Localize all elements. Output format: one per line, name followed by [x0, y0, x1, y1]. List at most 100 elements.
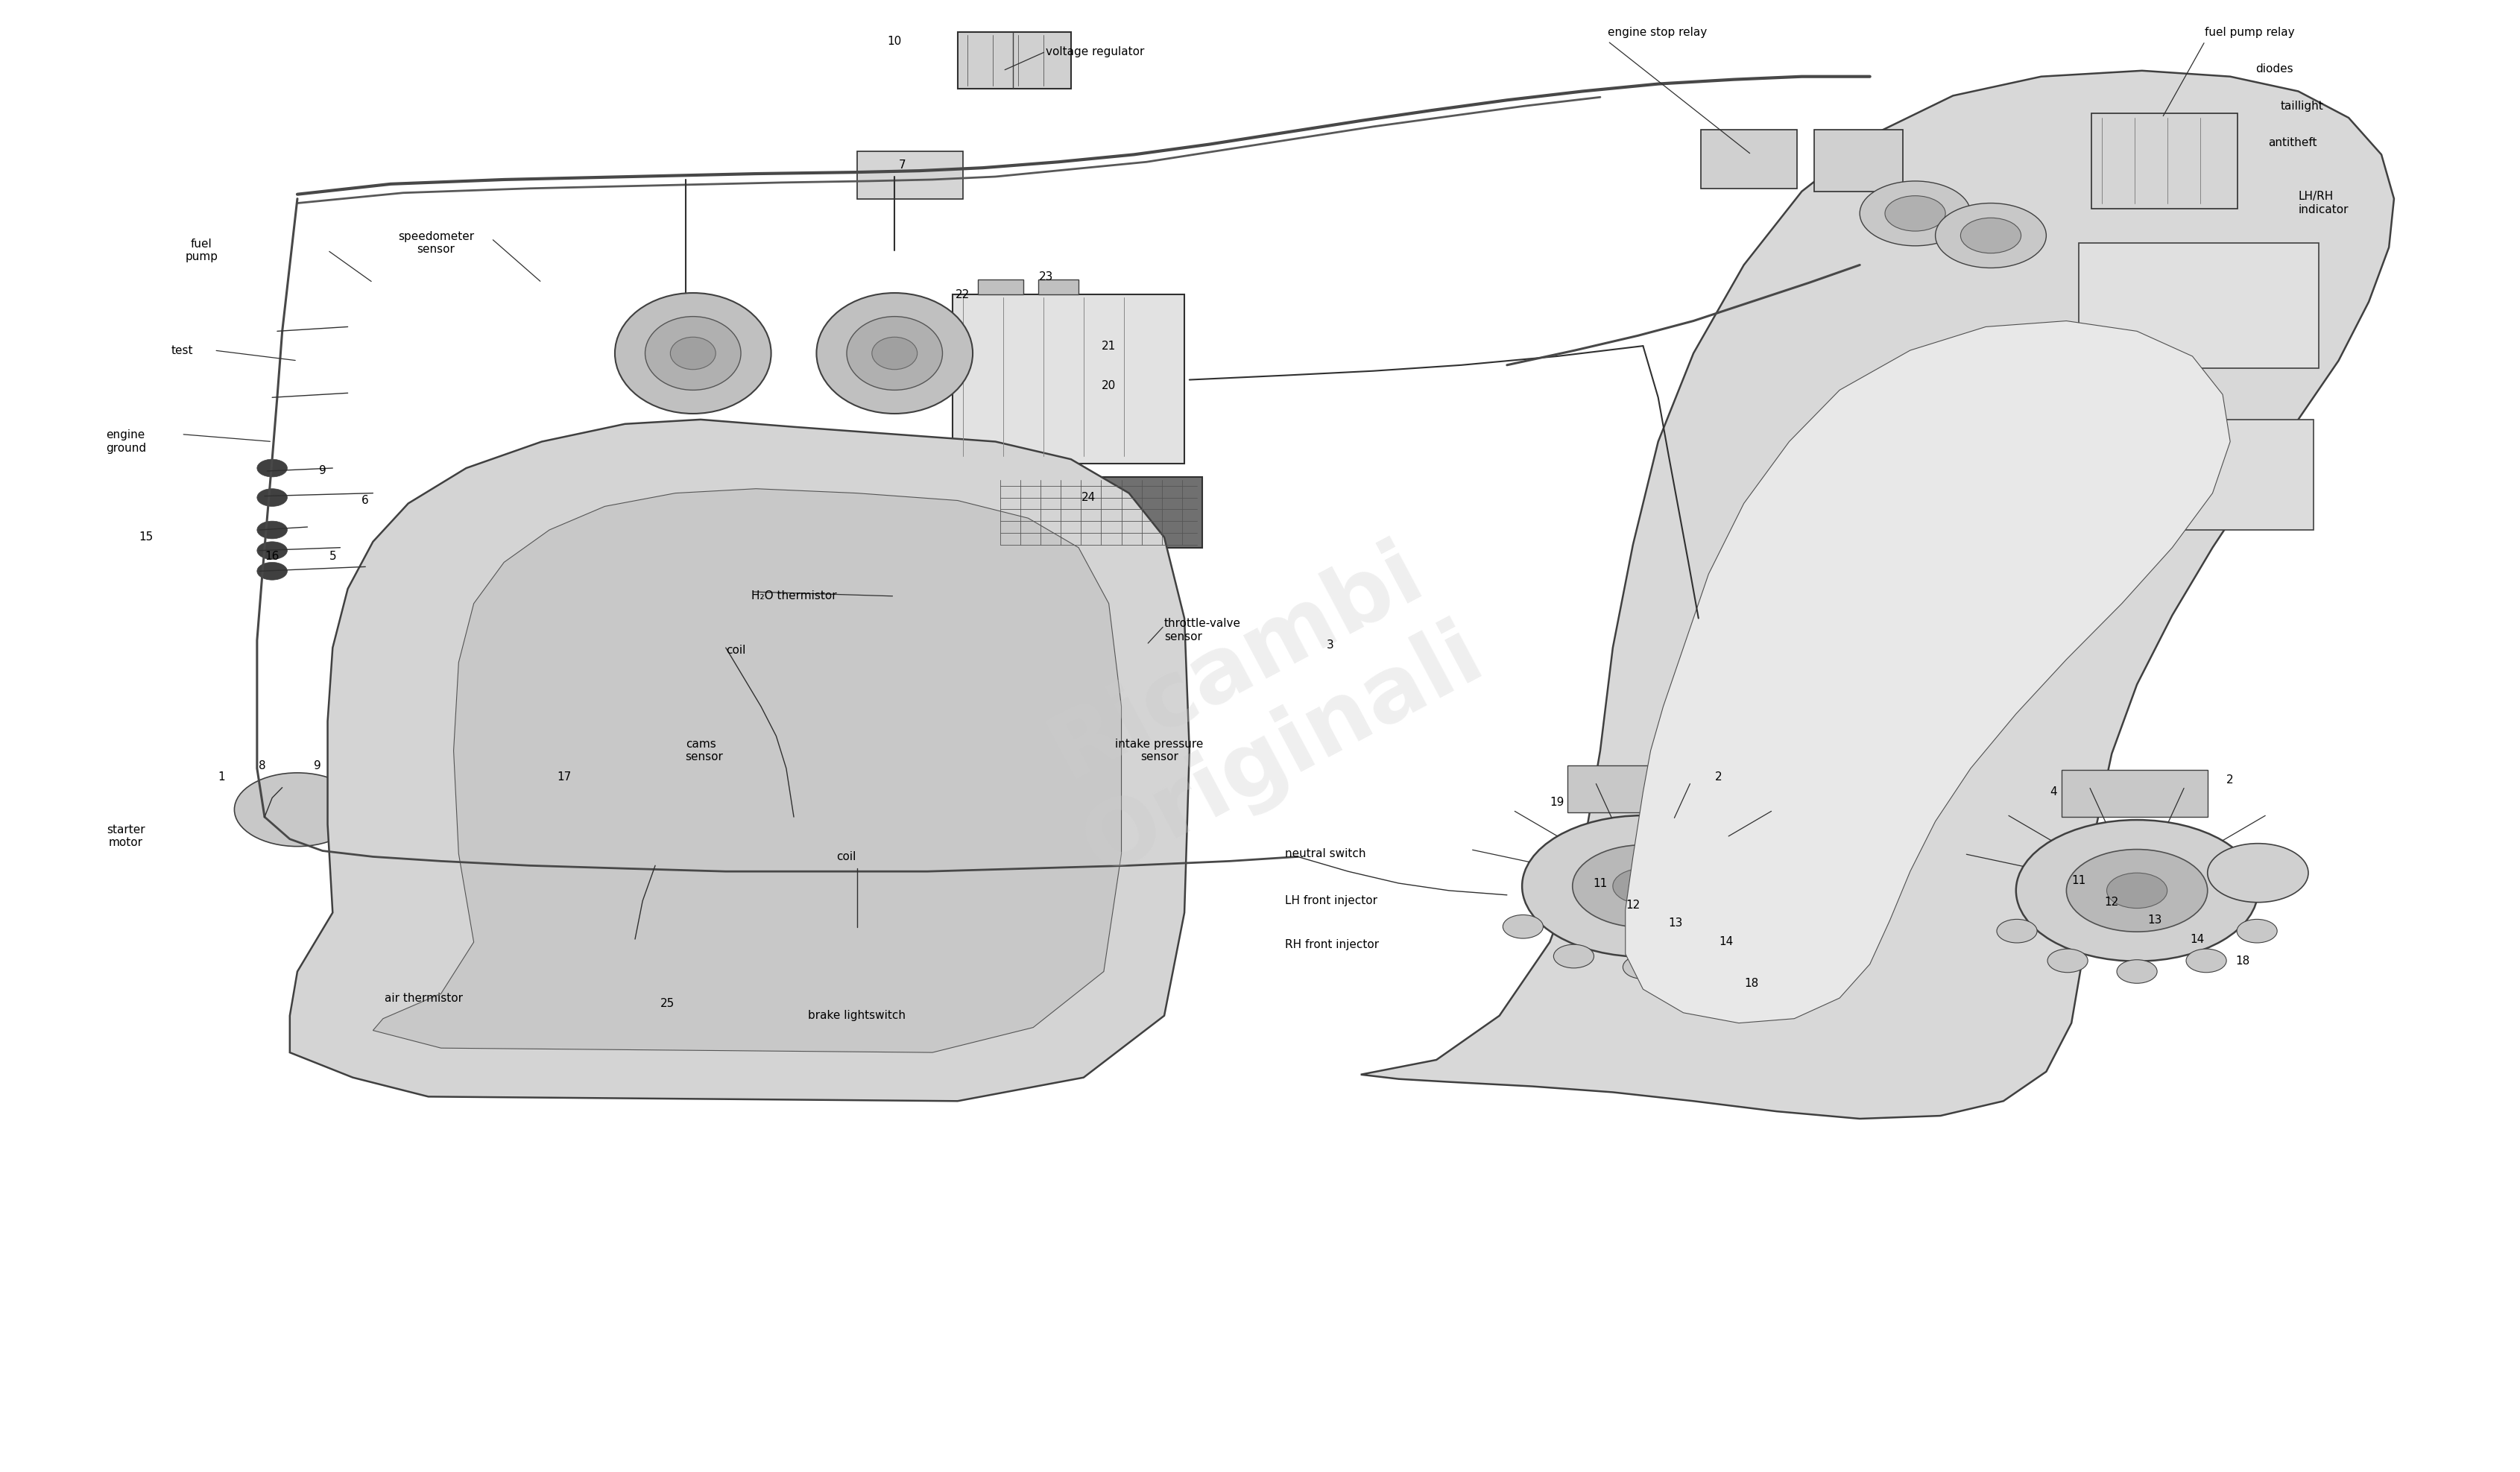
Circle shape — [257, 489, 287, 506]
Text: starter
motor: starter motor — [106, 824, 146, 848]
Ellipse shape — [816, 293, 973, 414]
Text: 13: 13 — [2147, 914, 2162, 926]
Circle shape — [446, 636, 688, 777]
Circle shape — [1502, 914, 1542, 939]
Text: 2: 2 — [2228, 774, 2233, 786]
Circle shape — [257, 542, 287, 559]
Circle shape — [801, 696, 1164, 908]
Ellipse shape — [872, 337, 917, 369]
Text: 18: 18 — [2235, 955, 2250, 967]
Text: engine
ground: engine ground — [106, 430, 146, 453]
Text: 14: 14 — [1719, 936, 1734, 948]
Text: 18: 18 — [1744, 977, 1759, 989]
Polygon shape — [1361, 71, 2394, 1119]
Text: 23: 23 — [1038, 271, 1053, 283]
Bar — [2061, 770, 2208, 817]
Text: 1: 1 — [219, 771, 224, 783]
Circle shape — [257, 459, 287, 477]
Circle shape — [869, 736, 1096, 868]
Bar — [857, 152, 963, 199]
Text: 24: 24 — [1081, 492, 1096, 503]
Text: H₂O thermistor: H₂O thermistor — [751, 590, 837, 602]
Bar — [995, 477, 1202, 548]
Text: Ricambi
Originali: Ricambi Originali — [1023, 520, 1497, 894]
Text: 6: 6 — [363, 495, 368, 506]
Text: LH/RH
indicator: LH/RH indicator — [2298, 191, 2349, 215]
Text: 7: 7 — [900, 159, 905, 171]
Polygon shape — [1625, 321, 2230, 1023]
Text: fuel
pump: fuel pump — [184, 238, 219, 262]
Text: 4: 4 — [2051, 786, 2056, 798]
Text: air thermistor: air thermistor — [383, 992, 464, 1004]
Text: 11: 11 — [1593, 877, 1608, 889]
Circle shape — [2107, 873, 2167, 908]
Text: throttle-valve
sensor: throttle-valve sensor — [1164, 618, 1240, 642]
Text: 21: 21 — [1101, 340, 1116, 352]
Bar — [2079, 243, 2318, 368]
Text: 5: 5 — [330, 551, 335, 562]
Circle shape — [257, 562, 287, 580]
Ellipse shape — [645, 316, 741, 390]
Polygon shape — [290, 420, 1189, 1101]
Circle shape — [2185, 949, 2225, 973]
Text: coil: coil — [726, 645, 746, 657]
Text: 13: 13 — [1668, 917, 1683, 929]
Circle shape — [1961, 218, 2021, 253]
Bar — [958, 32, 1071, 88]
Bar — [978, 280, 1023, 294]
Text: 25: 25 — [660, 998, 675, 1010]
Text: 17: 17 — [557, 771, 572, 783]
Text: 15: 15 — [139, 531, 154, 543]
Bar — [1038, 280, 1079, 294]
Text: 9: 9 — [320, 465, 325, 477]
Ellipse shape — [847, 316, 942, 390]
Circle shape — [1935, 203, 2046, 268]
Bar — [1814, 130, 1903, 191]
Circle shape — [605, 624, 998, 854]
Bar — [2092, 113, 2238, 209]
Circle shape — [2117, 960, 2157, 983]
Text: 12: 12 — [2104, 896, 2119, 908]
Bar — [953, 294, 1184, 464]
Circle shape — [1572, 845, 1714, 927]
Text: 20: 20 — [1101, 380, 1116, 392]
Text: 14: 14 — [2190, 933, 2205, 945]
Ellipse shape — [615, 293, 771, 414]
Text: 19: 19 — [1550, 796, 1565, 808]
Circle shape — [675, 665, 927, 813]
Text: brake lightswitch: brake lightswitch — [809, 1010, 905, 1022]
Circle shape — [1744, 914, 1784, 939]
Circle shape — [1623, 955, 1663, 979]
Bar — [2117, 420, 2313, 530]
Text: 10: 10 — [887, 35, 902, 47]
Polygon shape — [373, 489, 1121, 1052]
Ellipse shape — [670, 337, 716, 369]
Circle shape — [234, 773, 360, 846]
Text: diodes: diodes — [2255, 63, 2293, 75]
Circle shape — [1860, 181, 1971, 246]
Text: 8: 8 — [260, 760, 265, 771]
Text: RH front injector: RH front injector — [1285, 939, 1378, 951]
Circle shape — [378, 596, 756, 817]
Text: voltage regulator: voltage regulator — [1046, 46, 1144, 57]
Circle shape — [1552, 945, 1593, 969]
Circle shape — [1996, 919, 2036, 942]
Text: engine stop relay: engine stop relay — [1608, 26, 1706, 38]
Text: 11: 11 — [2071, 874, 2087, 886]
Text: fuel pump relay: fuel pump relay — [2205, 26, 2296, 38]
Circle shape — [2016, 820, 2258, 961]
Text: test: test — [171, 344, 194, 356]
Text: intake pressure
sensor: intake pressure sensor — [1114, 739, 1205, 762]
Text: taillight: taillight — [2281, 100, 2323, 112]
Text: cams
sensor: cams sensor — [685, 739, 723, 762]
Circle shape — [1706, 842, 1807, 901]
Bar — [1567, 765, 1714, 813]
Text: 3: 3 — [1328, 639, 1333, 651]
Text: LH front injector: LH front injector — [1285, 895, 1378, 907]
Circle shape — [2238, 919, 2278, 942]
Circle shape — [1691, 945, 1731, 969]
Bar — [1701, 130, 1797, 188]
Text: speedometer
sensor: speedometer sensor — [398, 231, 474, 255]
Circle shape — [2066, 849, 2208, 932]
Text: 22: 22 — [955, 289, 970, 300]
